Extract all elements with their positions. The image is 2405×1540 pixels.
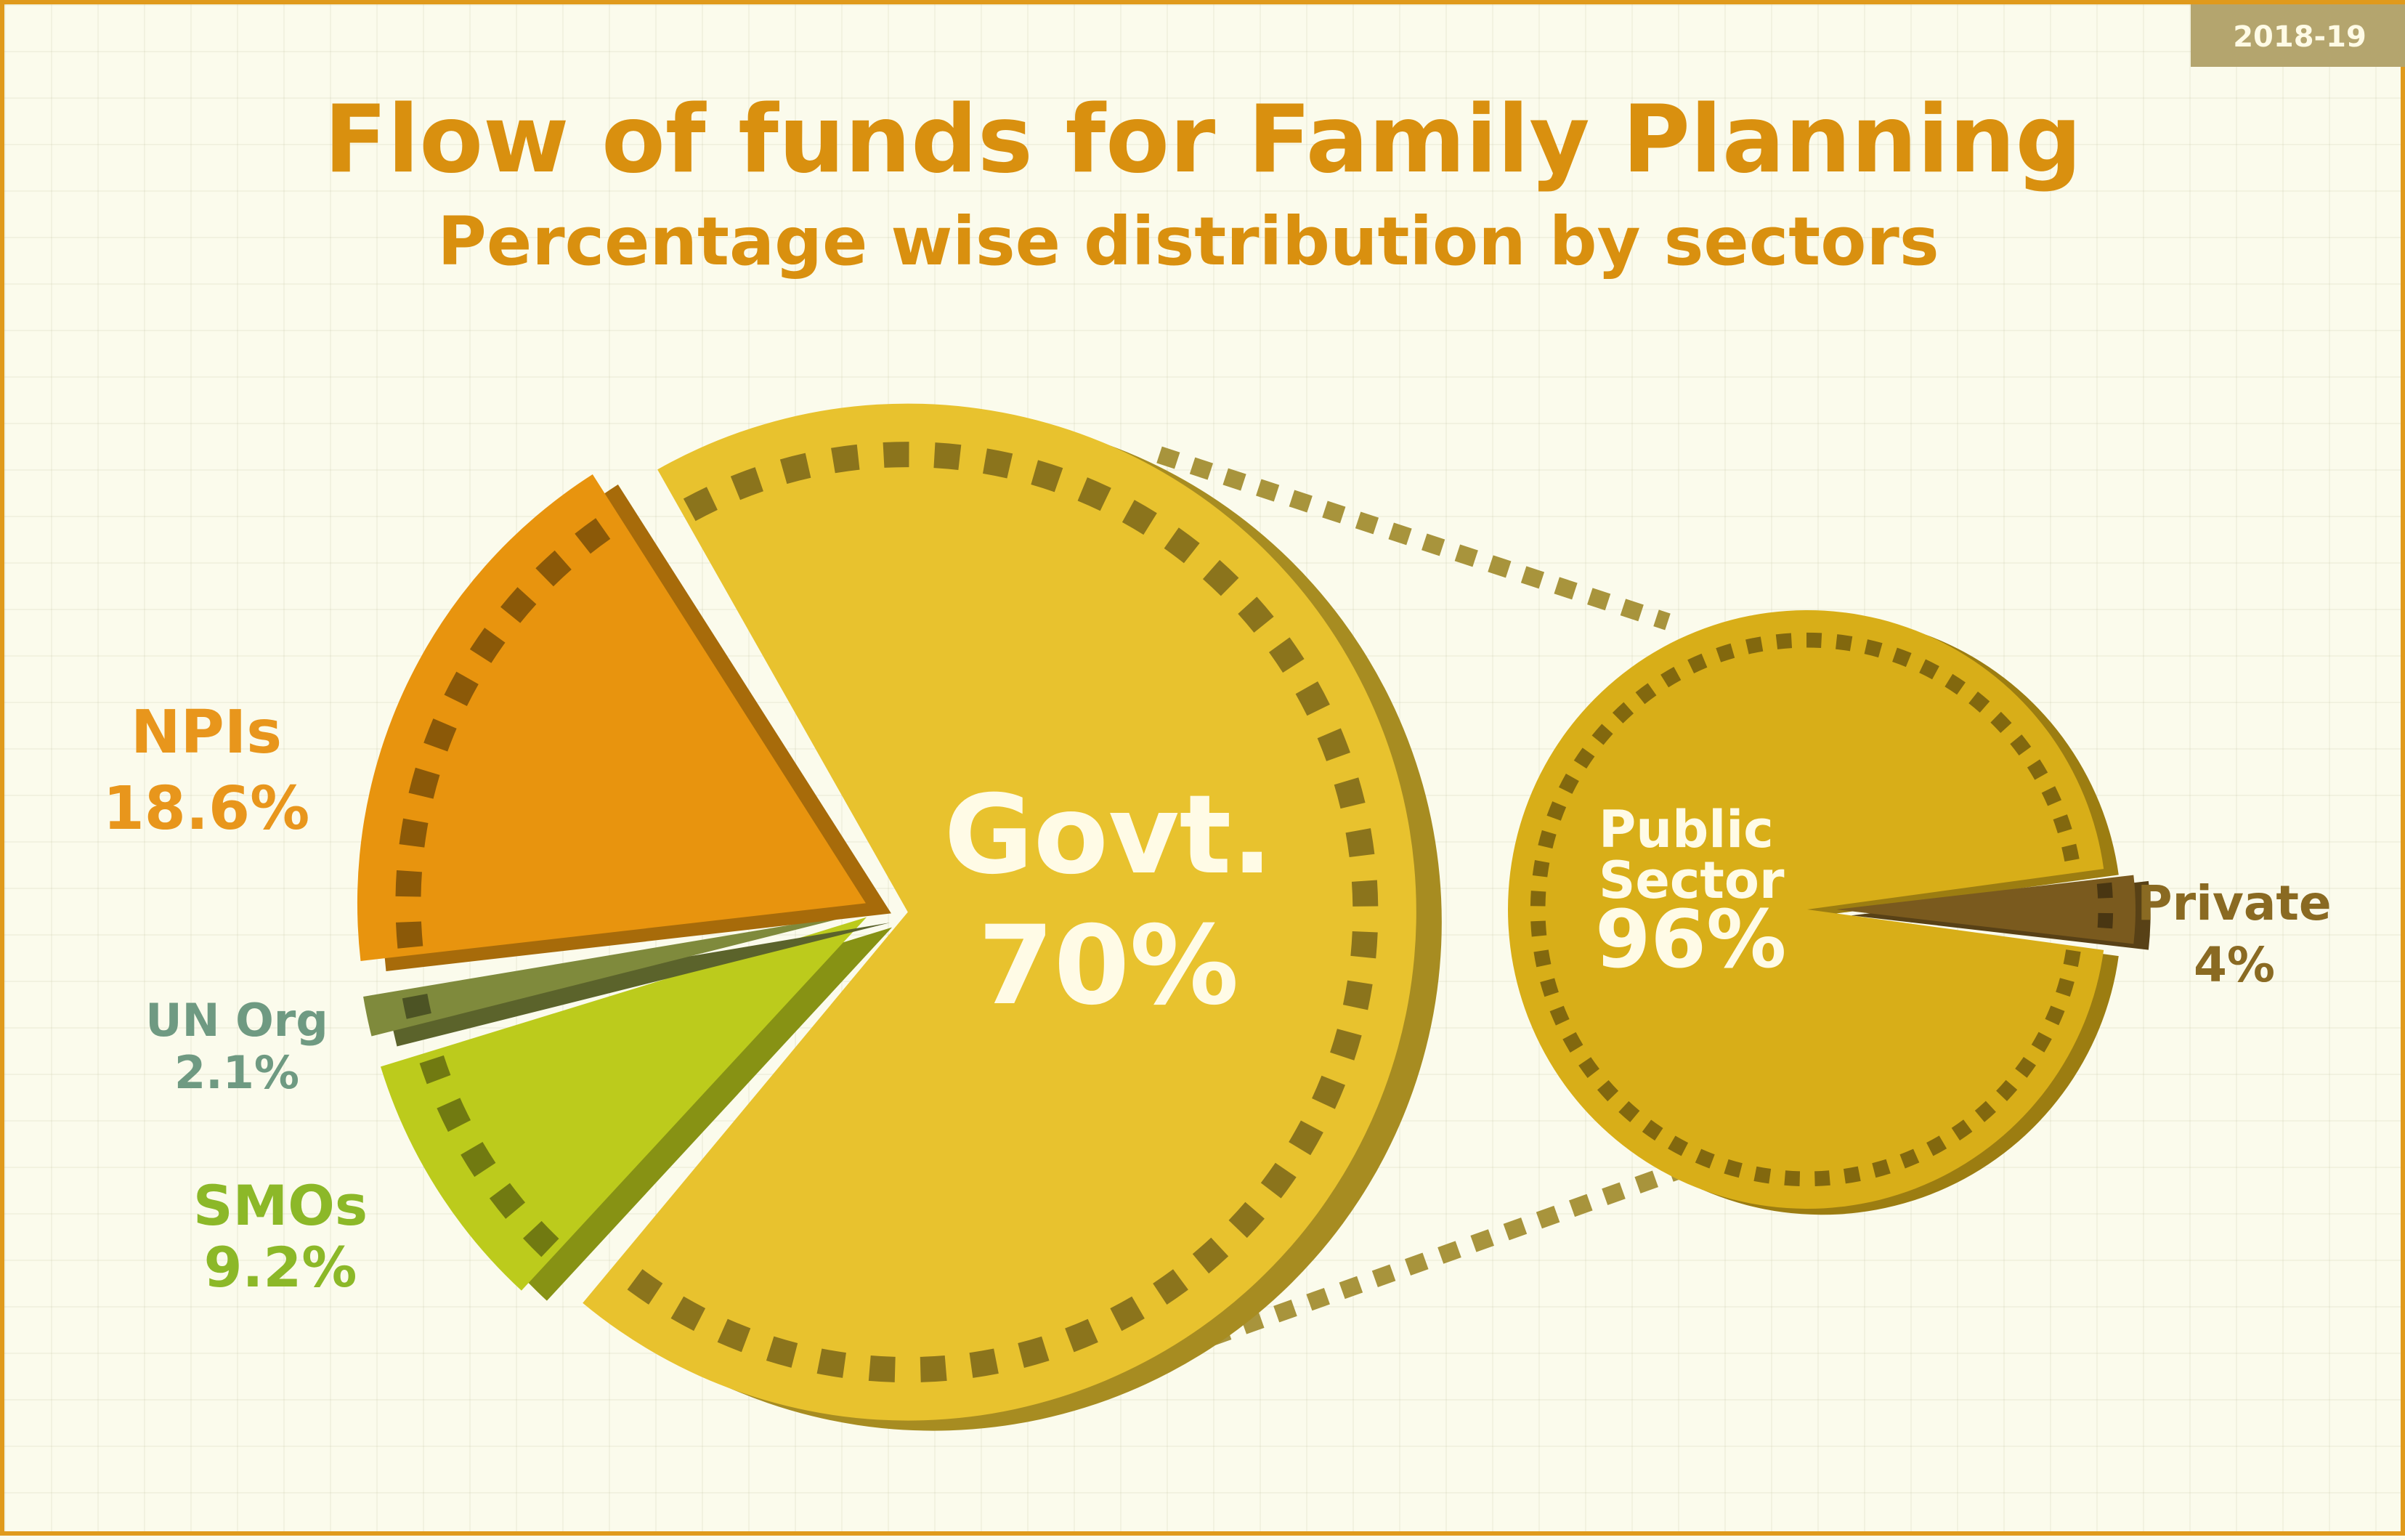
slice-rim — [389, 923, 891, 1047]
slice-coin-dots — [1530, 632, 2081, 1187]
value-govt: 70% — [978, 903, 1238, 1029]
slice-face — [363, 912, 865, 1037]
year-badge — [2191, 4, 2405, 67]
chart-title: Flow of funds for Family Planning — [324, 86, 2082, 194]
value-npis: 18.6% — [103, 774, 309, 843]
sector-pie-slice-npis — [357, 474, 891, 971]
slice-face — [1836, 875, 2136, 944]
label-private: Private — [2137, 875, 2331, 931]
year-badge-text: 2018-19 — [2233, 20, 2367, 54]
govt-pie-slice-public-sector — [1508, 610, 2119, 1215]
slice-coin-dots — [419, 1055, 559, 1257]
govt-breakdown-pie — [1508, 610, 2151, 1215]
govt-pie-slice-private — [1836, 875, 2151, 950]
sector-pie-slice-un-org — [363, 912, 891, 1047]
value-smos: 9.2% — [204, 1235, 357, 1300]
slice-face — [583, 403, 1416, 1421]
chart-subtitle: Percentage wise distribution by sectors — [437, 203, 1939, 280]
label-govt: Govt. — [944, 772, 1273, 899]
slice-coin-dots — [395, 511, 620, 949]
value-un-org: 2.1% — [174, 1046, 299, 1099]
slice-face — [357, 474, 866, 961]
label-smos: SMOs — [193, 1173, 368, 1238]
sector-pie-slice-govt- — [583, 403, 1442, 1431]
label-npis: NPIs — [131, 698, 282, 767]
chart-canvas: 2018-19 Flow of funds for Family Planning… — [103, 4, 2405, 1431]
value-public: 96% — [1595, 893, 1786, 986]
slice-coin-dots — [2096, 882, 2114, 937]
sector-pie — [357, 403, 1442, 1431]
slice-face — [1508, 610, 2104, 1209]
sector-pie-slice-smos — [380, 917, 893, 1301]
slice-coin-dots — [613, 442, 1379, 1383]
label-un-org: UN Org — [145, 994, 328, 1047]
slice-coin-dots — [402, 993, 431, 1019]
label-public: Public Sector — [1599, 800, 1785, 910]
value-private: 4% — [2194, 937, 2275, 993]
